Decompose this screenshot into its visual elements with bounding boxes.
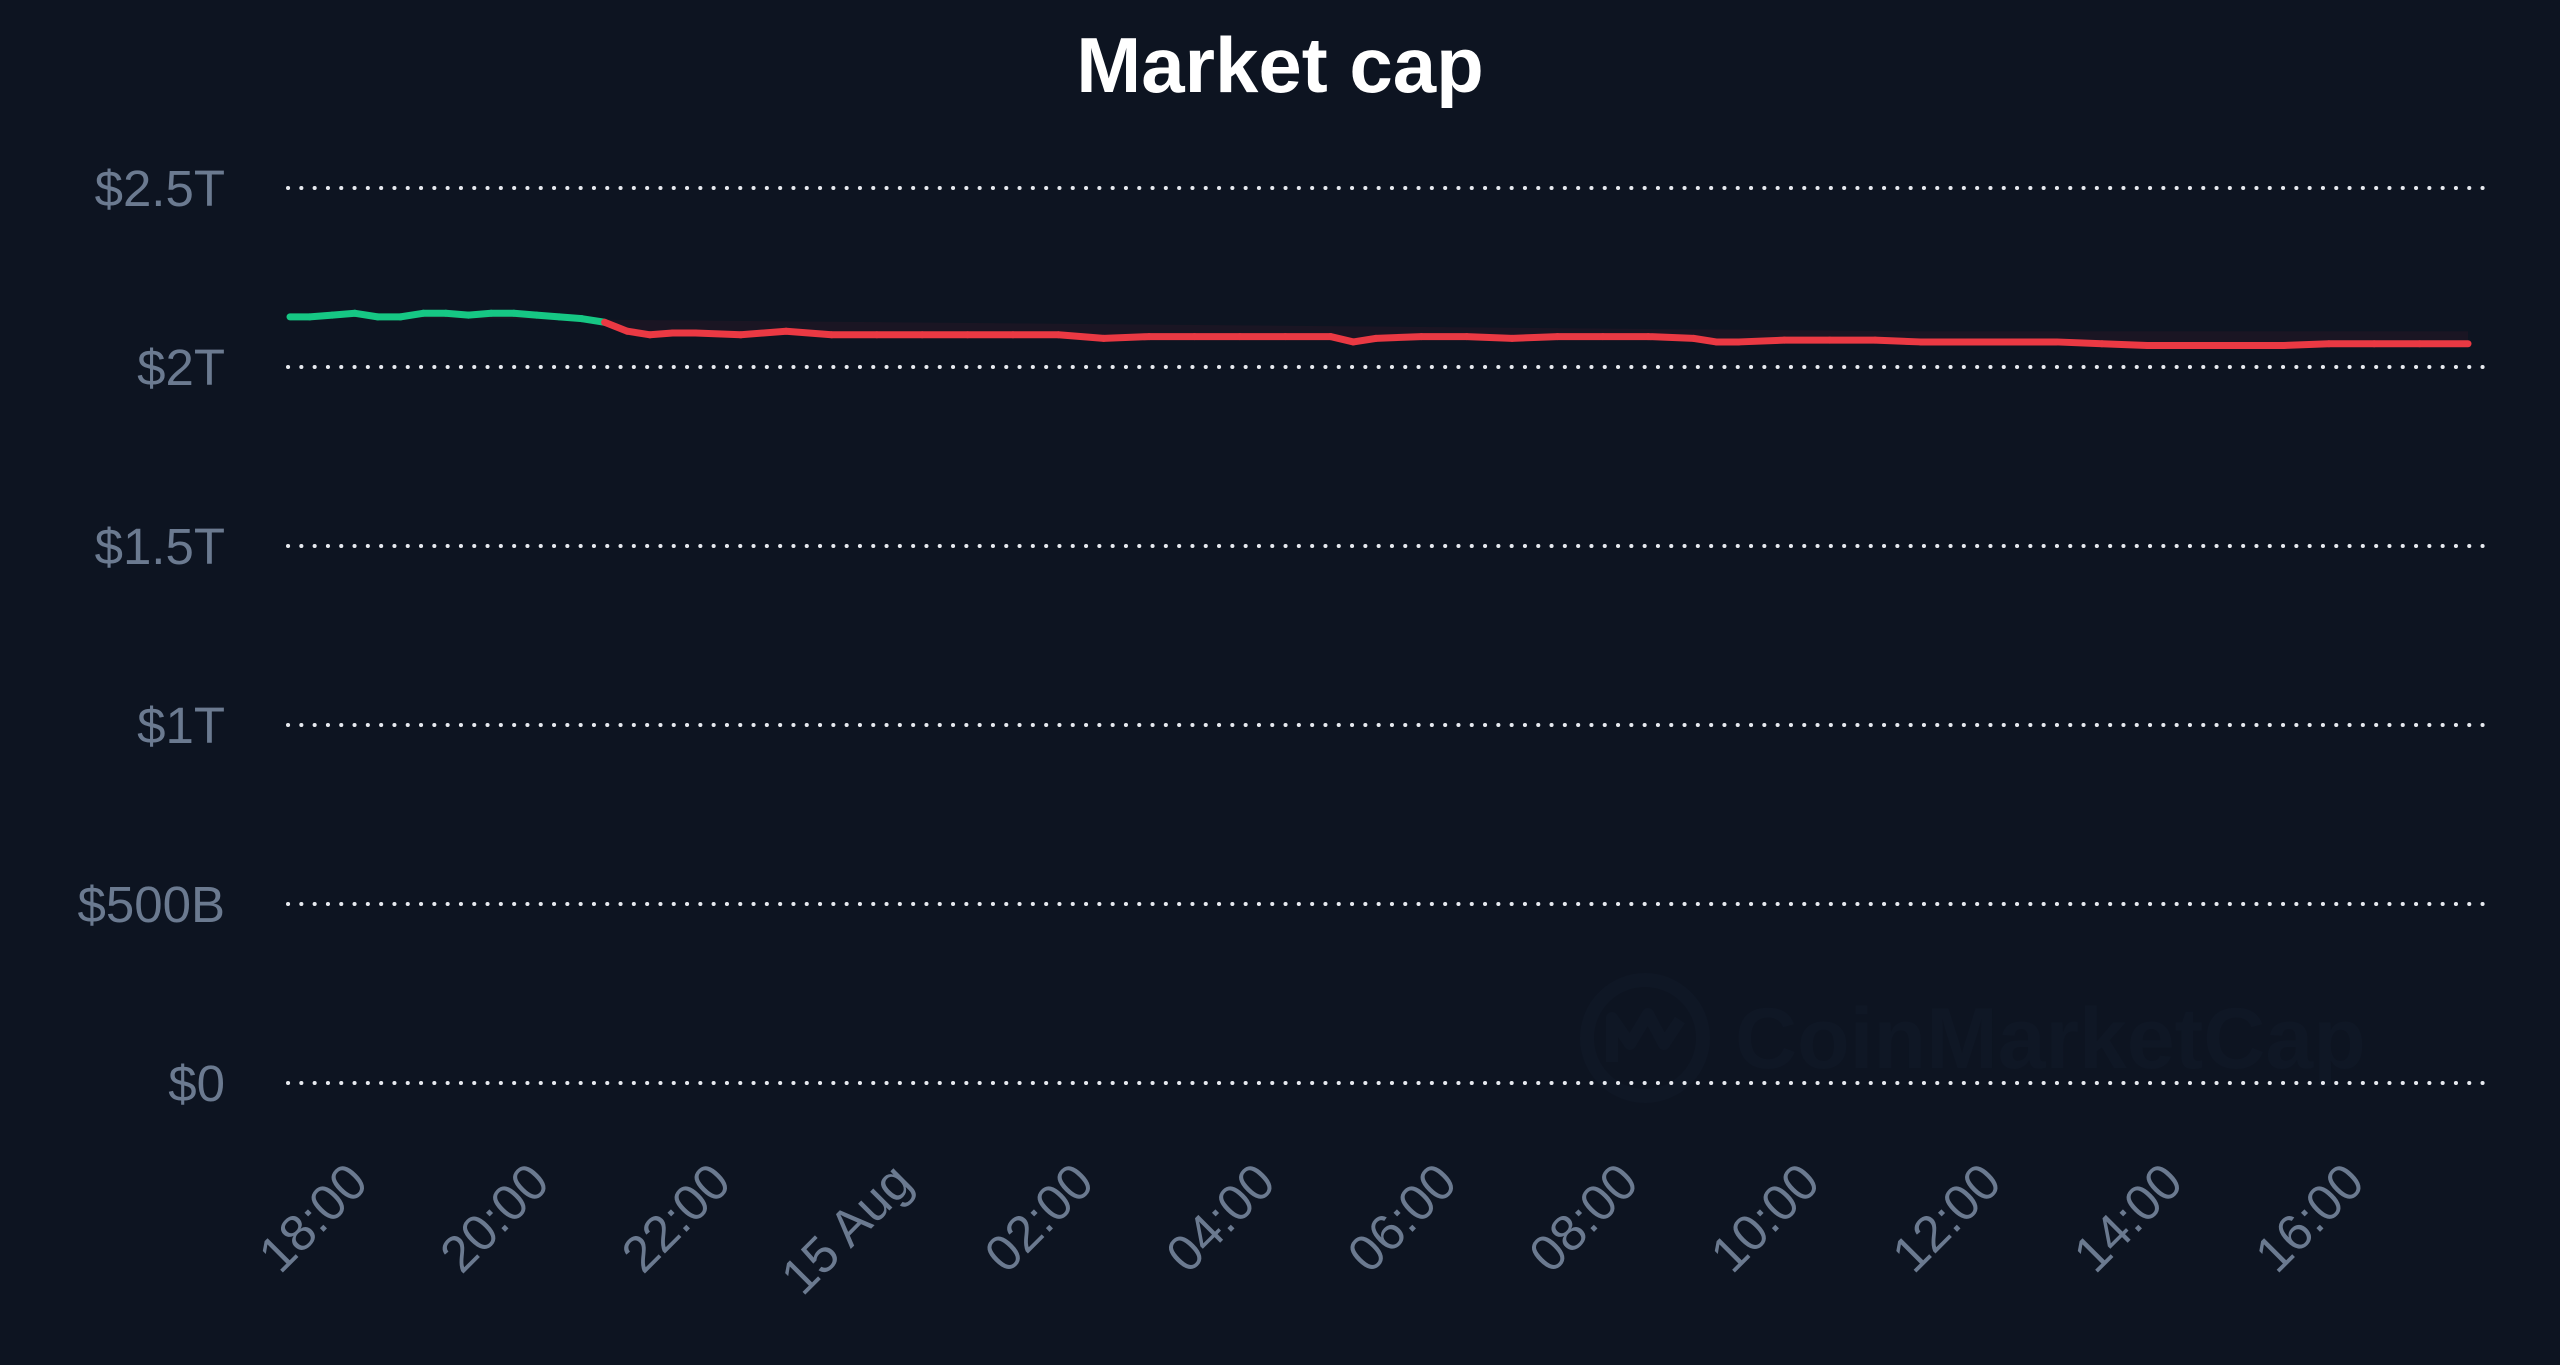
y-tick-label: $1.5T (95, 518, 225, 575)
x-tick-label: 02:00 (974, 1152, 1105, 1283)
series-line-segment (578, 315, 609, 326)
chart-title: Market cap (1076, 21, 1484, 109)
series-line-segment (555, 313, 586, 323)
y-tick-label: $2T (137, 339, 225, 396)
watermark-logo: CoinMarketCap (1580, 973, 2366, 1103)
series-line-segment (646, 329, 677, 339)
x-tick-label: 20:00 (429, 1152, 560, 1283)
series-line-segment (2053, 338, 2106, 348)
x-tick-label: 06:00 (1337, 1152, 1468, 1283)
x-tick-label: 22:00 (611, 1152, 742, 1283)
series-line-segment (1054, 331, 1108, 342)
series-line-segment (1871, 336, 1924, 346)
x-tick-label: 15 Aug (770, 1152, 923, 1305)
series-line-segment (2098, 340, 2151, 350)
watermark-text: CoinMarketCap (1735, 991, 2366, 1087)
series-line-segment (396, 309, 427, 321)
series-line-segment (623, 327, 654, 339)
y-axis: $0 $500B $1T $1.5T $2T $2.5T (78, 160, 225, 1112)
x-tick-label: 12:00 (1881, 1152, 2012, 1283)
series-area (290, 313, 2468, 346)
series-line-segment (464, 309, 495, 319)
series-line-segment (1327, 333, 1357, 346)
series-line-segment (533, 311, 563, 321)
x-tick-label: 04:00 (1155, 1152, 1286, 1283)
series-line-segment (510, 309, 541, 319)
series-line-segment (782, 327, 835, 339)
series-line-segment (601, 318, 631, 335)
series-line-segment (737, 327, 790, 339)
series-line-segment (1349, 334, 1380, 346)
grid-layer (286, 186, 2494, 1085)
series-line-segment (351, 309, 382, 321)
series-layer (286, 309, 2472, 350)
x-tick-label: 16:00 (2244, 1152, 2375, 1283)
series-line-segment (442, 309, 472, 319)
series-line-segment (1735, 336, 1788, 346)
series-line-segment (306, 311, 336, 321)
y-tick-label: $2.5T (95, 160, 225, 217)
series-line-segment (1690, 334, 1720, 346)
series-line-segment (328, 309, 359, 319)
series-line-segment (1644, 333, 1698, 342)
x-tick-label: 08:00 (1518, 1152, 1649, 1283)
x-tick-label: 18:00 (248, 1152, 379, 1283)
series-line-segment (1463, 333, 1516, 342)
series-line-segment (2279, 340, 2333, 350)
x-tick-label: 10:00 (1700, 1152, 1831, 1283)
series-line-segment (1100, 333, 1153, 342)
y-tick-label: $1T (137, 697, 225, 754)
y-tick-label: $500B (78, 876, 225, 933)
series-line-segment (1372, 333, 1425, 342)
x-tick-label: 14:00 (2063, 1152, 2194, 1283)
series-line-segment (1508, 333, 1561, 342)
x-axis: 18:00 20:00 22:00 15 Aug 02:00 04:00 06:00 08:0… (248, 1152, 2375, 1305)
y-tick-label: $0 (168, 1055, 225, 1112)
series-line-segment (691, 329, 745, 339)
